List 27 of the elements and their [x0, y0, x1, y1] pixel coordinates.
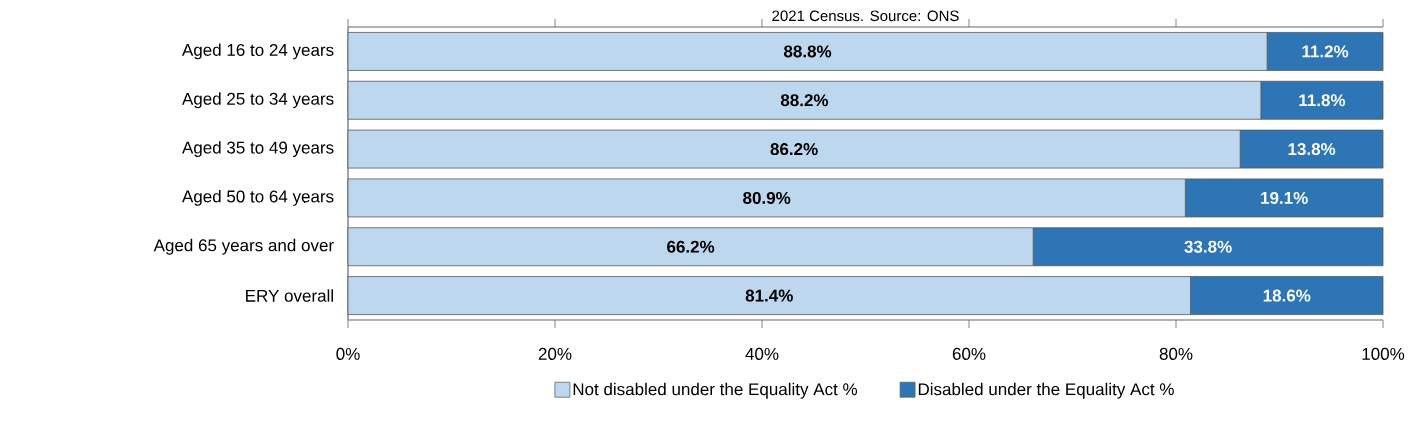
legend-label: Not disabled under the Equality Act % [573, 382, 858, 399]
x-tick-label: 0% [336, 347, 360, 360]
y-tick-label: Aged 16 to 24 years [182, 43, 334, 60]
data-label: 11.8% [1299, 94, 1346, 107]
x-tick-label: 40% [745, 347, 779, 360]
data-label: 81.4% [745, 289, 793, 302]
data-label: 11.2% [1302, 45, 1349, 58]
data-label: 33.8% [1184, 240, 1232, 253]
chart-title: 2021 Census. Source: ONS [772, 10, 959, 22]
y-tick-label: Aged 35 to 49 years [182, 141, 334, 158]
y-tick-label: Aged 25 to 34 years [182, 92, 334, 109]
data-label: 18.6% [1263, 289, 1311, 302]
data-label: 19.1% [1261, 191, 1308, 204]
data-label: 13.8% [1288, 143, 1336, 156]
data-label: 66.2% [667, 240, 715, 253]
data-label: 88.8% [783, 45, 832, 58]
y-tick-label: ERY overall [246, 289, 333, 302]
x-tick-label: 100% [1362, 347, 1405, 360]
data-label: 86.2% [770, 143, 818, 156]
x-tick-label: 80% [1159, 347, 1193, 360]
x-tick-label: 20% [538, 347, 572, 360]
y-tick-label: Aged 65 years and over [153, 238, 334, 255]
data-label: 88.2% [780, 94, 829, 107]
y-tick-label: Aged 50 to 64 years [182, 190, 334, 206]
data-label: 80.9% [743, 191, 791, 204]
x-tick-label: 60% [952, 347, 986, 360]
legend-label: Disabled under the Equality Act % [918, 382, 1174, 399]
